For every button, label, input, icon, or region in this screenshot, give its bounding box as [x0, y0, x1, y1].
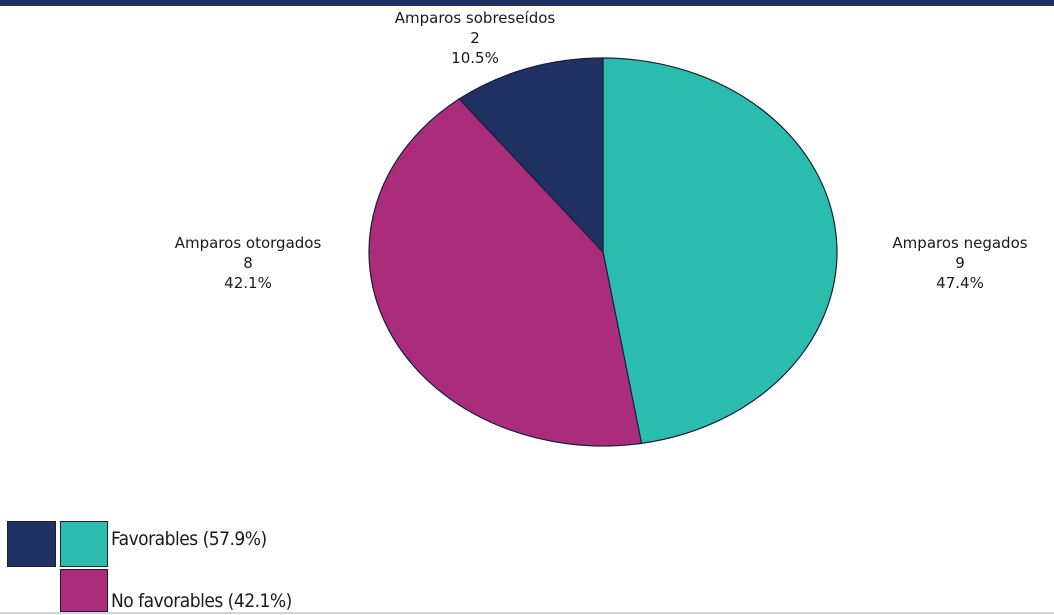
header-bar [0, 0, 1054, 6]
pie-slice-amparos-otorgados [368, 98, 643, 447]
slice-label-amparos-negados: Amparos negados 9 47.4% [892, 234, 1027, 292]
pie-slice-amparos-negados [602, 57, 838, 445]
bottom-divider [0, 612, 1054, 614]
legend-swatch-favorables-negados [60, 521, 108, 567]
legend-swatch-favorables-sobreseidos [7, 521, 56, 567]
legend-label-favorables: Favorables (57.9%) [111, 528, 267, 550]
legend-label-no-favorables: No favorables (42.1%) [111, 590, 292, 612]
slice-label-amparos-otorgados: Amparos otorgados 8 42.1% [175, 234, 322, 292]
pie-slice-amparos-sobrese-dos [458, 57, 604, 254]
slice-label-amparos-sobrese-dos: Amparos sobreseídos 2 10.5% [395, 9, 556, 67]
legend-swatch-no-favorables [60, 569, 108, 612]
